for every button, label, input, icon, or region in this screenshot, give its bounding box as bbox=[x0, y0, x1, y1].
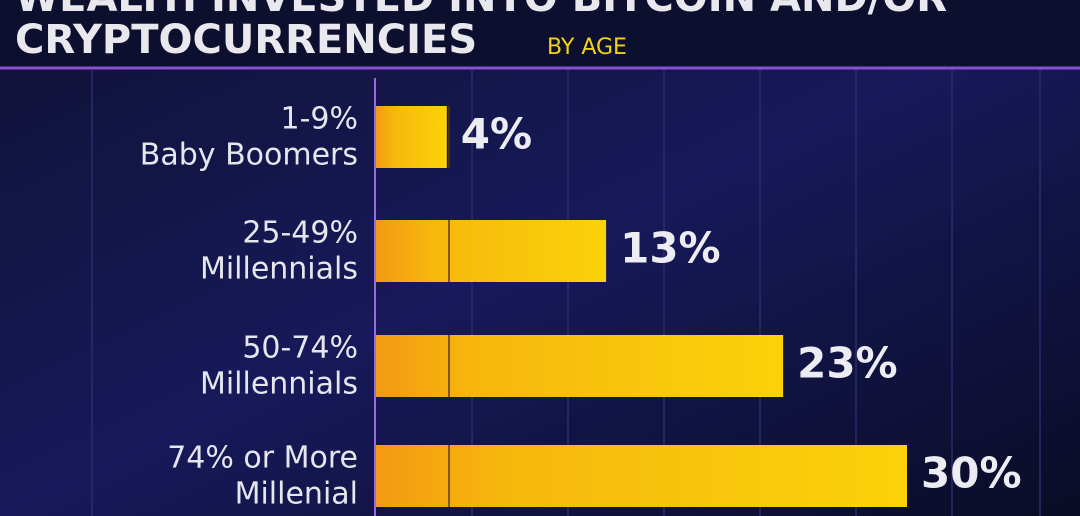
value-label: 23% bbox=[797, 339, 898, 388]
value-label: 4% bbox=[461, 110, 532, 159]
bar bbox=[376, 106, 447, 168]
chart-subtitle: BY AGE bbox=[547, 35, 627, 60]
backdrop-lines bbox=[91, 70, 1041, 516]
chart-title: WEALTH INVESTED INTO BITCOIN AND/OR bbox=[15, 0, 947, 21]
category-label: 25-49% bbox=[242, 216, 358, 251]
category-label: 50-74% bbox=[242, 331, 358, 366]
bar bbox=[376, 335, 784, 397]
bar bbox=[376, 445, 907, 507]
category-label: 1-9% bbox=[280, 102, 358, 137]
header-band bbox=[0, 0, 1080, 67]
category-label: Millenial bbox=[235, 477, 358, 512]
category-label: Baby Boomers bbox=[140, 138, 358, 173]
category-label: 74% or More bbox=[167, 441, 358, 476]
bar bbox=[376, 220, 607, 282]
category-label: Millennials bbox=[200, 367, 358, 402]
value-label: 30% bbox=[921, 449, 1022, 498]
value-label: 13% bbox=[620, 224, 721, 273]
category-label: Millennials bbox=[200, 252, 358, 287]
chart-title: CRYPTOCURRENCIES bbox=[15, 17, 477, 63]
